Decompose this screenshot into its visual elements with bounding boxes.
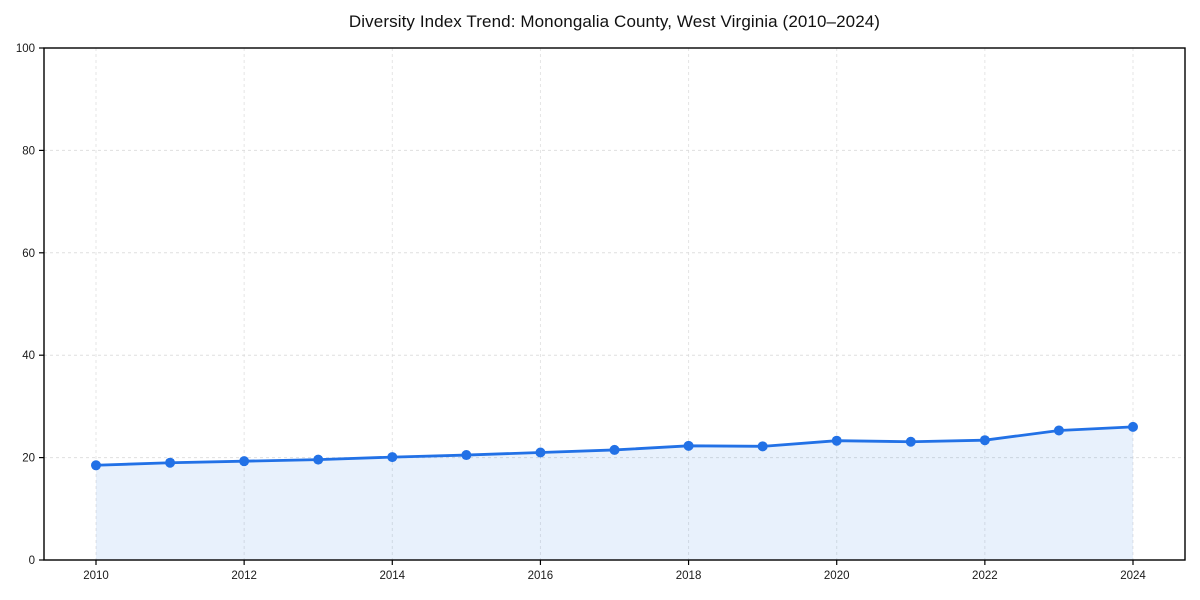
y-tick-label: 80 <box>22 145 35 157</box>
data-point <box>609 444 620 455</box>
x-tick-label: 2016 <box>528 570 554 582</box>
y-tick-label: 0 <box>29 555 35 567</box>
data-point <box>313 454 324 465</box>
data-point <box>757 441 768 452</box>
data-point <box>905 436 916 447</box>
x-tick-label: 2018 <box>676 570 702 582</box>
y-tick-label: 40 <box>22 350 35 362</box>
data-point <box>535 447 546 458</box>
x-tick-label: 2012 <box>231 570 257 582</box>
x-tick-label: 2024 <box>1120 570 1146 582</box>
data-point <box>165 457 176 468</box>
plot-border <box>43 47 1186 561</box>
data-point <box>387 452 398 463</box>
data-point <box>979 435 990 446</box>
y-tick-label: 20 <box>22 453 35 465</box>
data-point <box>831 435 842 446</box>
chart-title: Diversity Index Trend: Monongalia County… <box>348 12 881 31</box>
y-tick-label: 60 <box>22 248 35 260</box>
data-point <box>91 460 101 471</box>
data-point <box>683 440 694 451</box>
data-point <box>1053 425 1064 436</box>
data-point <box>1128 421 1138 432</box>
data-point <box>239 456 250 467</box>
x-tick-label: 2022 <box>972 570 998 582</box>
x-tick-label: 2014 <box>379 570 405 582</box>
x-tick-label: 2020 <box>824 570 850 582</box>
x-tick-label: 2010 <box>83 570 109 582</box>
data-point <box>461 450 472 461</box>
y-tick-label: 100 <box>16 43 35 55</box>
area-fill <box>96 426 1133 560</box>
